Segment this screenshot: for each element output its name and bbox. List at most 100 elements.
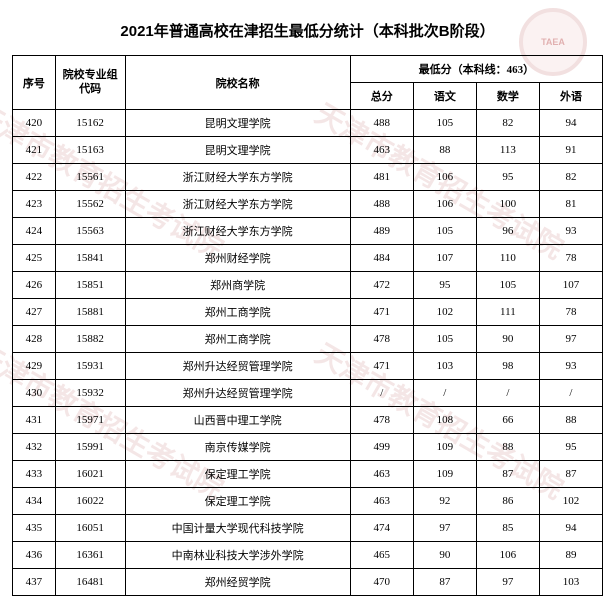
cell-math: 110 <box>476 245 539 272</box>
cell-name: 浙江财经大学东方学院 <box>125 164 350 191</box>
cell-total: / <box>350 380 413 407</box>
cell-code: 16022 <box>55 488 125 515</box>
cell-chinese: 97 <box>413 515 476 542</box>
cell-math: 90 <box>476 326 539 353</box>
table-row: 43215991南京传媒学院4991098895 <box>13 434 603 461</box>
cell-math: 88 <box>476 434 539 461</box>
cell-code: 16361 <box>55 542 125 569</box>
cell-math: 87 <box>476 461 539 488</box>
cell-chinese: 103 <box>413 353 476 380</box>
cell-foreign: / <box>539 380 602 407</box>
cell-chinese: / <box>413 380 476 407</box>
cell-seq: 434 <box>13 488 56 515</box>
cell-math: 106 <box>476 542 539 569</box>
cell-code: 15931 <box>55 353 125 380</box>
cell-math: 98 <box>476 353 539 380</box>
cell-code: 15163 <box>55 137 125 164</box>
cell-foreign: 102 <box>539 488 602 515</box>
cell-chinese: 105 <box>413 218 476 245</box>
table-row: 42815882郑州工商学院4781059097 <box>13 326 603 353</box>
cell-math: 66 <box>476 407 539 434</box>
cell-total: 465 <box>350 542 413 569</box>
cell-code: 15851 <box>55 272 125 299</box>
cell-name: 中国计量大学现代科技学院 <box>125 515 350 542</box>
cell-math: 82 <box>476 110 539 137</box>
table-row: 42315562浙江财经大学东方学院48810610081 <box>13 191 603 218</box>
table-row: 43616361中南林业科技大学涉外学院4659010689 <box>13 542 603 569</box>
cell-seq: 437 <box>13 569 56 596</box>
cell-foreign: 91 <box>539 137 602 164</box>
cell-total: 484 <box>350 245 413 272</box>
cell-name: 中南林业科技大学涉外学院 <box>125 542 350 569</box>
table-row: 42615851郑州商学院47295105107 <box>13 272 603 299</box>
cell-foreign: 81 <box>539 191 602 218</box>
cell-code: 15882 <box>55 326 125 353</box>
cell-total: 478 <box>350 407 413 434</box>
cell-math: 111 <box>476 299 539 326</box>
table-head: 序号 院校专业组代码 院校名称 最低分（本科线：463） 总分 语文 数学 外语 <box>13 56 603 110</box>
page-title: 2021年普通高校在津招生最低分统计（本科批次B阶段） <box>12 20 603 41</box>
cell-code: 15563 <box>55 218 125 245</box>
cell-total: 472 <box>350 272 413 299</box>
cell-name: 南京传媒学院 <box>125 434 350 461</box>
cell-seq: 422 <box>13 164 56 191</box>
cell-name: 郑州工商学院 <box>125 299 350 326</box>
cell-total: 488 <box>350 191 413 218</box>
col-foreign: 外语 <box>539 83 602 110</box>
cell-chinese: 95 <box>413 272 476 299</box>
table-row: 43716481郑州经贸学院4708797103 <box>13 569 603 596</box>
cell-total: 470 <box>350 569 413 596</box>
cell-code: 15162 <box>55 110 125 137</box>
cell-chinese: 109 <box>413 434 476 461</box>
cell-name: 保定理工学院 <box>125 488 350 515</box>
cell-seq: 431 <box>13 407 56 434</box>
table-row: 42515841郑州财经学院48410711078 <box>13 245 603 272</box>
col-name: 院校名称 <box>125 56 350 110</box>
cell-seq: 435 <box>13 515 56 542</box>
cell-seq: 424 <box>13 218 56 245</box>
table-row: 42715881郑州工商学院47110211178 <box>13 299 603 326</box>
cell-math: 105 <box>476 272 539 299</box>
cell-chinese: 92 <box>413 488 476 515</box>
cell-seq: 427 <box>13 299 56 326</box>
table-row: 42215561浙江财经大学东方学院4811069582 <box>13 164 603 191</box>
cell-code: 16021 <box>55 461 125 488</box>
cell-foreign: 94 <box>539 515 602 542</box>
table-row: 43516051中国计量大学现代科技学院474978594 <box>13 515 603 542</box>
cell-foreign: 95 <box>539 434 602 461</box>
table-row: 42915931郑州升达经贸管理学院4711039893 <box>13 353 603 380</box>
cell-seq: 430 <box>13 380 56 407</box>
cell-chinese: 105 <box>413 326 476 353</box>
cell-chinese: 105 <box>413 110 476 137</box>
cell-chinese: 106 <box>413 191 476 218</box>
cell-foreign: 94 <box>539 110 602 137</box>
cell-chinese: 87 <box>413 569 476 596</box>
table-row: 43115971山西晋中理工学院4781086688 <box>13 407 603 434</box>
col-chinese: 语文 <box>413 83 476 110</box>
cell-code: 15881 <box>55 299 125 326</box>
cell-name: 山西晋中理工学院 <box>125 407 350 434</box>
cell-math: 113 <box>476 137 539 164</box>
col-code: 院校专业组代码 <box>55 56 125 110</box>
cell-chinese: 109 <box>413 461 476 488</box>
cell-foreign: 82 <box>539 164 602 191</box>
cell-name: 浙江财经大学东方学院 <box>125 191 350 218</box>
cell-name: 郑州升达经贸管理学院 <box>125 380 350 407</box>
cell-total: 471 <box>350 353 413 380</box>
cell-name: 昆明文理学院 <box>125 110 350 137</box>
col-math: 数学 <box>476 83 539 110</box>
cell-chinese: 107 <box>413 245 476 272</box>
cell-code: 15561 <box>55 164 125 191</box>
cell-seq: 421 <box>13 137 56 164</box>
cell-chinese: 106 <box>413 164 476 191</box>
cell-total: 481 <box>350 164 413 191</box>
cell-total: 474 <box>350 515 413 542</box>
cell-name: 郑州经贸学院 <box>125 569 350 596</box>
cell-total: 499 <box>350 434 413 461</box>
cell-total: 463 <box>350 461 413 488</box>
cell-total: 463 <box>350 137 413 164</box>
cell-total: 478 <box>350 326 413 353</box>
cell-name: 浙江财经大学东方学院 <box>125 218 350 245</box>
cell-total: 463 <box>350 488 413 515</box>
scores-table: 序号 院校专业组代码 院校名称 最低分（本科线：463） 总分 语文 数学 外语… <box>12 55 603 596</box>
